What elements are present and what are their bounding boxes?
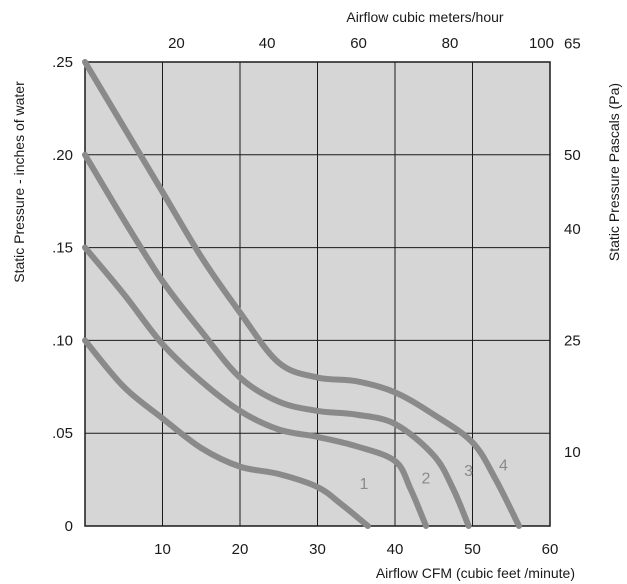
y-tick-label: .05 <box>52 425 73 442</box>
curve-1 <box>82 337 371 529</box>
x2-tick-label: 20 <box>168 35 185 52</box>
y-axis-title: Static Pressure - inches of water <box>11 81 27 283</box>
grid-lines <box>85 62 550 526</box>
y-tick-label: .20 <box>52 147 73 164</box>
x-tick-label: 10 <box>154 541 171 558</box>
y-tick-label: .25 <box>52 54 73 71</box>
x-tick-label: 60 <box>542 541 559 558</box>
curve-label-2: 2 <box>422 470 431 487</box>
y2-tick-label: 40 <box>564 221 581 238</box>
curve-label-3: 3 <box>464 463 473 480</box>
x2-tick-label: 80 <box>442 35 459 52</box>
x2-tick-label: 40 <box>259 35 276 52</box>
curve-2 <box>82 244 429 529</box>
x-tick-label: 50 <box>464 541 481 558</box>
y-tick-label: 0 <box>65 518 73 535</box>
x-tick-label: 20 <box>232 541 249 558</box>
y2-tick-label: 65 <box>564 35 581 52</box>
y2-axis-title: Static Pressure Pascals (Pa) <box>606 83 622 261</box>
y-tick-label: .15 <box>52 240 73 257</box>
x-axis-title: Airflow CFM (cubic feet /minute) <box>376 565 575 581</box>
curves: 1 2 3 4 <box>82 59 522 529</box>
x-tick-label: 40 <box>387 541 404 558</box>
tick-labels: 10 20 30 40 50 60 0 .05 .10 .15 .20 .25 20 40 60 80 100 1… <box>52 35 581 558</box>
x2-tick-label: 60 <box>350 35 367 52</box>
curve-label-1: 1 <box>360 476 369 493</box>
curve-3 <box>82 151 472 529</box>
curve-label-4: 4 <box>499 457 508 474</box>
y2-tick-label: 10 <box>564 444 581 461</box>
y2-tick-label: 25 <box>564 332 581 349</box>
x2-axis-title: Airflow cubic meters/hour <box>346 9 504 25</box>
y-tick-label: .10 <box>52 332 73 349</box>
x2-tick-label: 100 <box>529 35 554 52</box>
curve-4 <box>82 59 522 529</box>
x-tick-label: 30 <box>309 541 326 558</box>
y2-tick-label: 50 <box>564 147 581 164</box>
